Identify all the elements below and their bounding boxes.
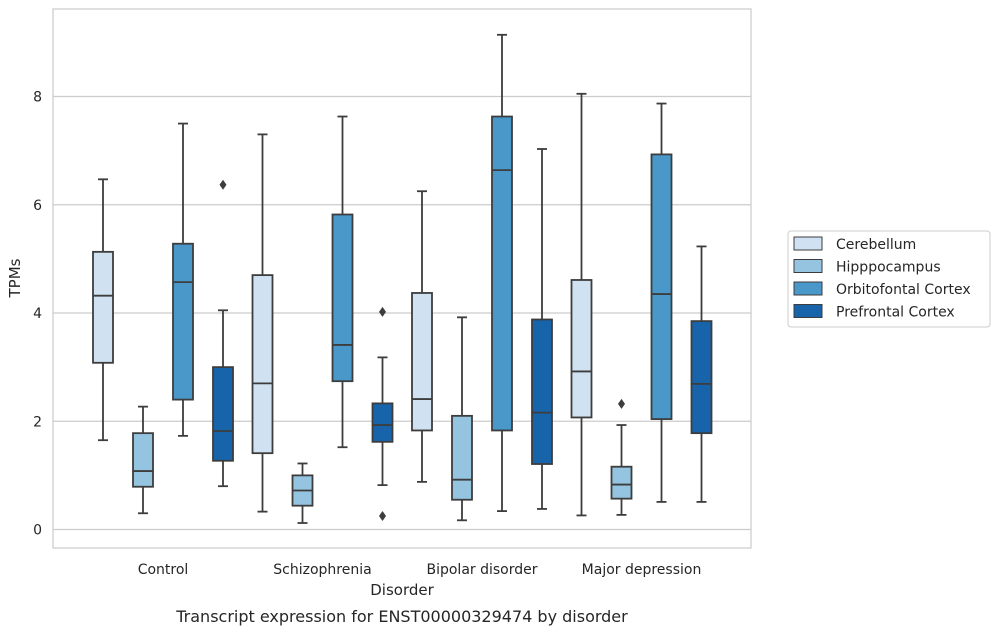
x-tick-label: Control	[138, 562, 189, 578]
outlier-marker	[379, 510, 386, 521]
box-cerebellum	[411, 190, 433, 483]
iqr-box	[531, 318, 553, 465]
legend-label: Orbitofontal Cortex	[836, 282, 971, 298]
box-orbitofontal-cortex	[331, 115, 354, 449]
box-cerebellum	[251, 133, 274, 513]
x-tick-label: Schizophrenia	[273, 562, 371, 578]
legend: Cerebellum Hipppocampus Orbitofontal Corte…	[787, 230, 991, 328]
iqr-box	[92, 250, 114, 364]
plot-area-frame	[52, 8, 752, 549]
x-tick-label: Major depression	[582, 562, 702, 578]
box-cerebellum	[92, 178, 114, 442]
iqr-box	[212, 366, 234, 462]
legend-label: Hipppocampus	[836, 260, 941, 276]
y-tick-label: 0	[33, 523, 42, 539]
box-series	[92, 33, 713, 524]
iqr-box	[570, 279, 593, 419]
chart-caption: Transcript expression for ENST0000032947…	[175, 607, 628, 626]
box-hipppocampus	[291, 462, 314, 524]
y-tick-label: 4	[33, 306, 42, 322]
iqr-box	[172, 242, 194, 401]
y-axis-ticks: 0 2 4 6 8	[33, 90, 42, 539]
y-tick-label: 6	[33, 198, 42, 214]
box-prefrontal-cortex	[212, 179, 234, 488]
box-orbitofontal-cortex	[491, 33, 513, 512]
legend-frame	[787, 230, 991, 328]
iqr-box	[491, 115, 513, 432]
outlier-marker	[219, 179, 227, 190]
box-prefrontal-cortex	[371, 306, 394, 521]
legend-swatch	[793, 259, 823, 273]
legend-swatch	[793, 304, 823, 318]
iqr-box	[690, 320, 713, 435]
x-axis-label: Disorder	[370, 581, 434, 599]
box-hipppocampus	[132, 405, 154, 515]
y-axis-label: TPMs	[6, 258, 24, 298]
y-tick-label: 2	[33, 414, 42, 430]
box-hipppocampus	[610, 398, 633, 516]
iqr-box	[132, 432, 154, 488]
y-tick-label: 8	[33, 90, 42, 106]
legend-swatch	[793, 281, 823, 296]
iqr-box	[251, 274, 274, 455]
box-orbitofontal-cortex	[172, 122, 194, 437]
iqr-box	[411, 292, 433, 432]
box-hipppocampus	[451, 316, 473, 522]
x-tick-label: Bipolar disorder	[426, 562, 537, 578]
iqr-box	[650, 153, 673, 420]
iqr-box	[371, 402, 394, 443]
legend-label: Cerebellum	[836, 237, 916, 253]
x-axis-ticks: Control Schizophrenia Bipolar disorder Majo…	[138, 562, 702, 578]
box-cerebellum	[570, 92, 593, 517]
gridlines	[53, 95, 751, 531]
box-prefrontal-cortex	[531, 148, 553, 510]
legend-label: Prefrontal Cortex	[836, 305, 955, 321]
iqr-box	[451, 414, 473, 501]
box-prefrontal-cortex	[690, 245, 713, 503]
iqr-box	[331, 213, 354, 383]
legend-swatch	[793, 236, 823, 251]
box-orbitofontal-cortex	[650, 102, 673, 503]
iqr-box	[610, 465, 633, 500]
outlier-marker	[618, 398, 625, 409]
outlier-marker	[379, 306, 386, 317]
